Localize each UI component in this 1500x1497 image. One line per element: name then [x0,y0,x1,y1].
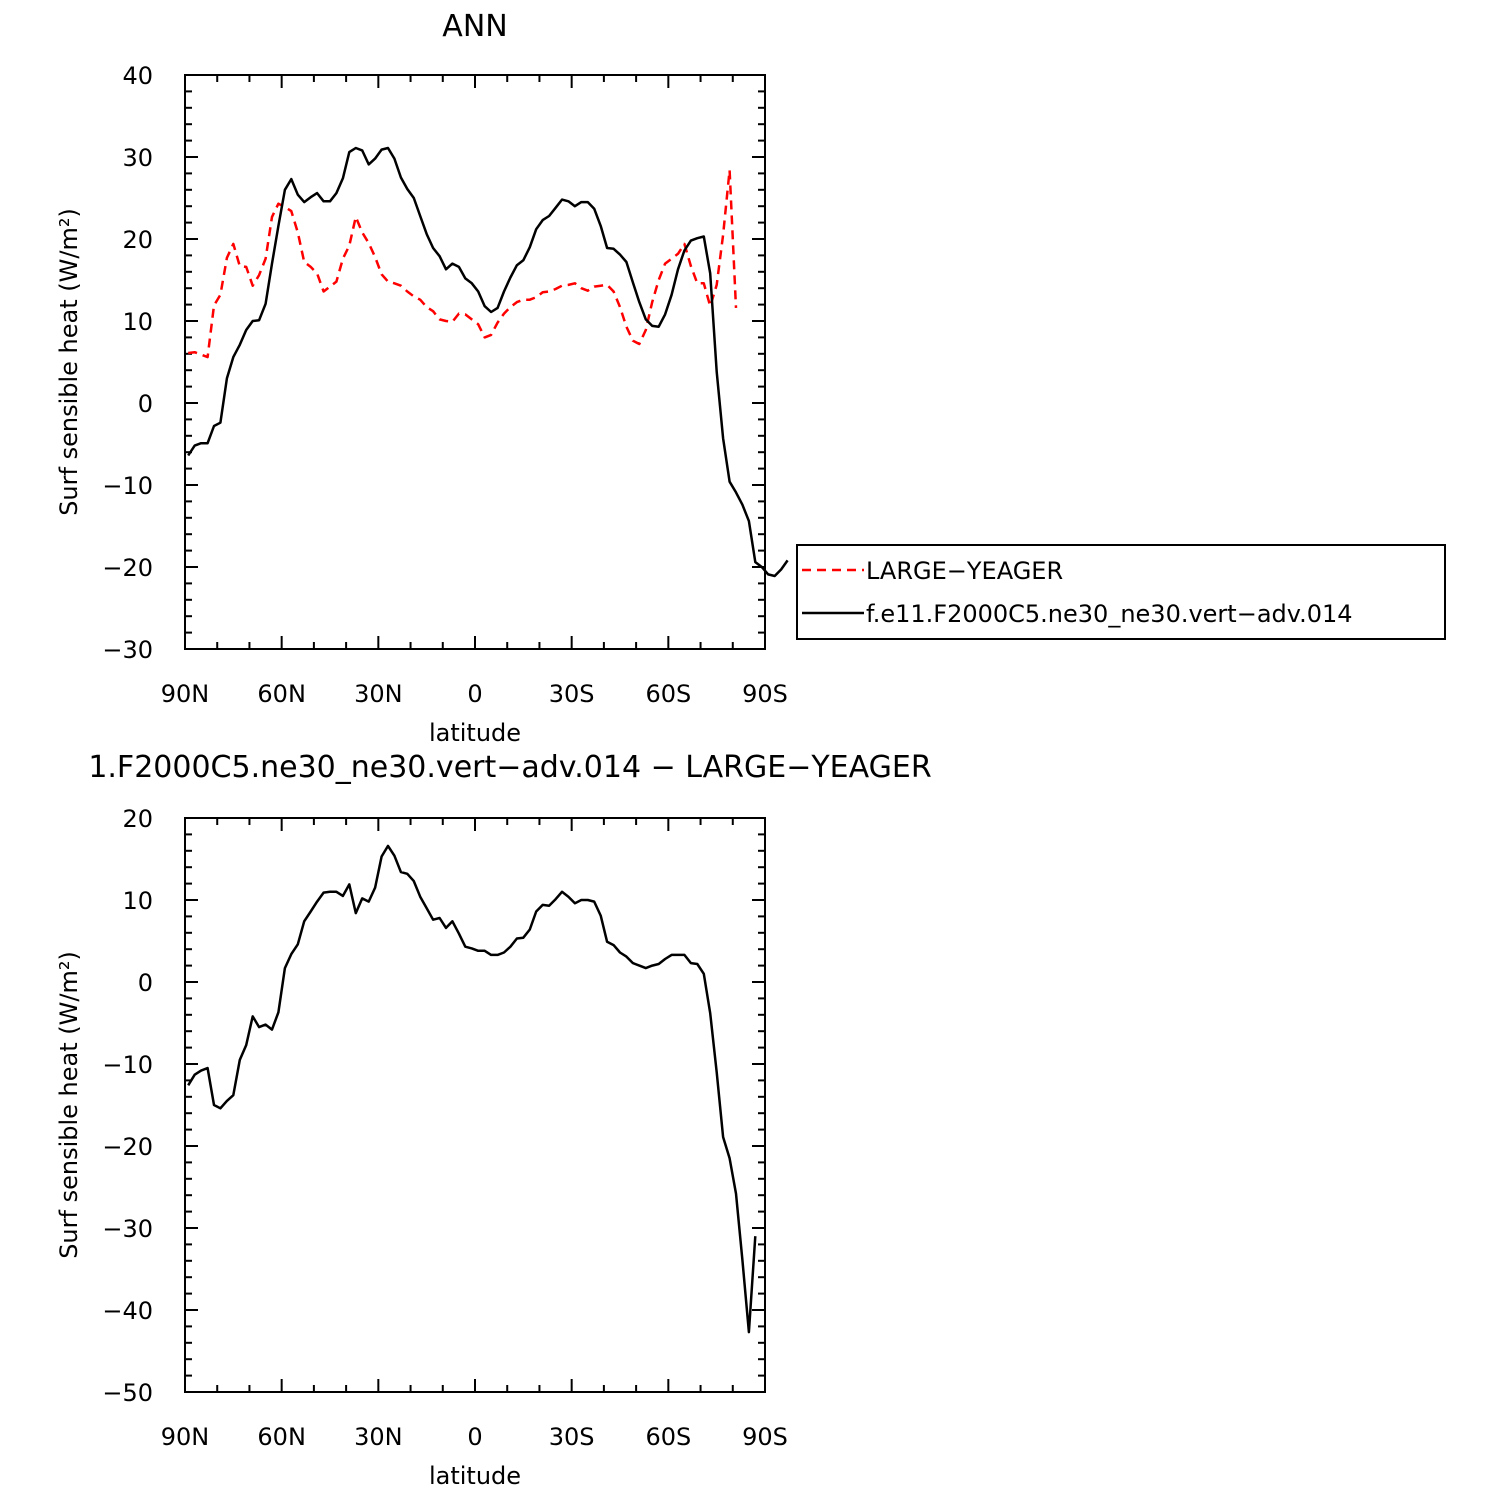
bottom-panel-x-tick-label: 30N [354,1423,403,1451]
bottom-panel-y-tick-label: −40 [102,1297,153,1325]
top-panel-y-tick-label: 30 [122,144,153,172]
bottom-panel-frame [184,817,766,1393]
bottom-panel-y-tick-label: −50 [102,1379,153,1407]
top-panel-tick-labels: 40 30 20 10 0 −10 −20 −30 90N 60N 30N 0 30S 60S 90S [102,62,788,708]
top-panel-y-tick-label: 0 [138,390,153,418]
top-panel-x-tick-label: 30S [549,680,595,708]
bottom-panel-y-tick-label: 10 [122,887,153,915]
bottom-panel-tick-labels: 20 10 0 −10 −20 −30 −40 −50 90N 60N 30N 0 30S 60S 90S [102,805,788,1451]
bottom-panel-series-line-0 [187,844,757,1334]
top-panel-x-tick-label: 60S [645,680,691,708]
top-panel-series [187,146,789,578]
legend-box [796,544,1446,640]
bottom-panel-title: 1.F2000C5.ne30_ne30.vert−adv.014 − LARGE… [88,750,931,785]
bottom-panel-y-axis-label: Surf sensible heat (W/m²) [55,951,83,1259]
bottom-panel-y-tick-label: −10 [102,1051,153,1079]
bottom-panel-x-tick-label: 90N [161,1423,210,1451]
bottom-panel-y-tick-label: 20 [122,805,153,833]
top-panel: ANN 40 30 20 10 0 −10 −20 −30 90N 60N 30N 0 30S 60S 90… [55,9,789,747]
top-panel-y-tick-label: −30 [102,636,153,664]
top-panel-x-axis-label: latitude [429,719,521,747]
top-panel-x-tick-label: 90N [161,680,210,708]
bottom-panel-y-tick-label: −30 [102,1215,153,1243]
bottom-panel-x-tick-label: 60N [257,1423,306,1451]
bottom-panel-series [187,844,757,1334]
bottom-panel-x-tick-label: 60S [645,1423,691,1451]
bottom-panel-y-tick-label: 0 [138,969,153,997]
top-panel-x-tick-label: 60N [257,680,306,708]
bottom-panel-y-tick-label: −20 [102,1133,153,1161]
top-panel-y-tick-label: 20 [122,226,153,254]
bottom-panel: 1.F2000C5.ne30_ne30.vert−adv.014 − LARGE… [55,750,932,1490]
top-panel-x-tick-label: 0 [467,680,482,708]
bottom-panel-x-tick-label: 0 [467,1423,482,1451]
top-panel-y-tick-label: −20 [102,554,153,582]
top-panel-y-axis-label: Surf sensible heat (W/m²) [55,208,83,516]
legend-label-model: f.e11.F2000C5.ne30_ne30.vert−adv.014 [866,600,1353,628]
top-panel-x-tick-label: 90S [742,680,788,708]
top-panel-y-tick-label: 40 [122,62,153,90]
bottom-panel-x-axis-label: latitude [429,1462,521,1490]
top-panel-series-line-0 [188,168,738,359]
top-panel-series-line-1 [187,146,789,578]
top-panel-frame [184,74,766,650]
top-panel-x-tick-label: 30N [354,680,403,708]
legend-label-large-yeager: LARGE−YEAGER [866,557,1063,585]
top-panel-y-tick-label: −10 [102,472,153,500]
top-panel-title: ANN [442,9,507,44]
legend: LARGE−YEAGER f.e11.F2000C5.ne30_ne30.ver… [796,544,1446,640]
bottom-panel-x-tick-label: 90S [742,1423,788,1451]
bottom-panel-x-tick-label: 30S [549,1423,595,1451]
top-panel-y-tick-label: 10 [122,308,153,336]
